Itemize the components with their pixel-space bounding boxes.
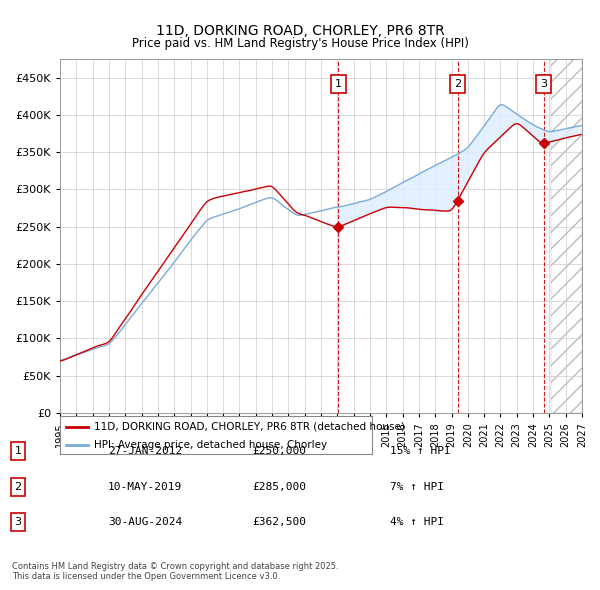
Text: 27-JAN-2012: 27-JAN-2012 bbox=[108, 447, 182, 456]
Text: 2: 2 bbox=[454, 79, 461, 88]
Text: 15% ↑ HPI: 15% ↑ HPI bbox=[390, 447, 451, 456]
Text: £250,000: £250,000 bbox=[252, 447, 306, 456]
Text: 11D, DORKING ROAD, CHORLEY, PR6 8TR (detached house): 11D, DORKING ROAD, CHORLEY, PR6 8TR (det… bbox=[94, 422, 405, 432]
Text: £362,500: £362,500 bbox=[252, 517, 306, 527]
Text: 1: 1 bbox=[335, 79, 342, 88]
Text: HPI: Average price, detached house, Chorley: HPI: Average price, detached house, Chor… bbox=[94, 440, 328, 450]
Text: 30-AUG-2024: 30-AUG-2024 bbox=[108, 517, 182, 527]
Text: 2: 2 bbox=[14, 482, 22, 491]
Text: 4% ↑ HPI: 4% ↑ HPI bbox=[390, 517, 444, 527]
Text: Contains HM Land Registry data © Crown copyright and database right 2025.
This d: Contains HM Land Registry data © Crown c… bbox=[12, 562, 338, 581]
Text: 7% ↑ HPI: 7% ↑ HPI bbox=[390, 482, 444, 491]
Text: Price paid vs. HM Land Registry's House Price Index (HPI): Price paid vs. HM Land Registry's House … bbox=[131, 37, 469, 50]
Text: 11D, DORKING ROAD, CHORLEY, PR6 8TR: 11D, DORKING ROAD, CHORLEY, PR6 8TR bbox=[155, 24, 445, 38]
Text: £285,000: £285,000 bbox=[252, 482, 306, 491]
Text: 3: 3 bbox=[541, 79, 547, 88]
Text: 10-MAY-2019: 10-MAY-2019 bbox=[108, 482, 182, 491]
Text: 1: 1 bbox=[14, 447, 22, 456]
Text: 3: 3 bbox=[14, 517, 22, 527]
